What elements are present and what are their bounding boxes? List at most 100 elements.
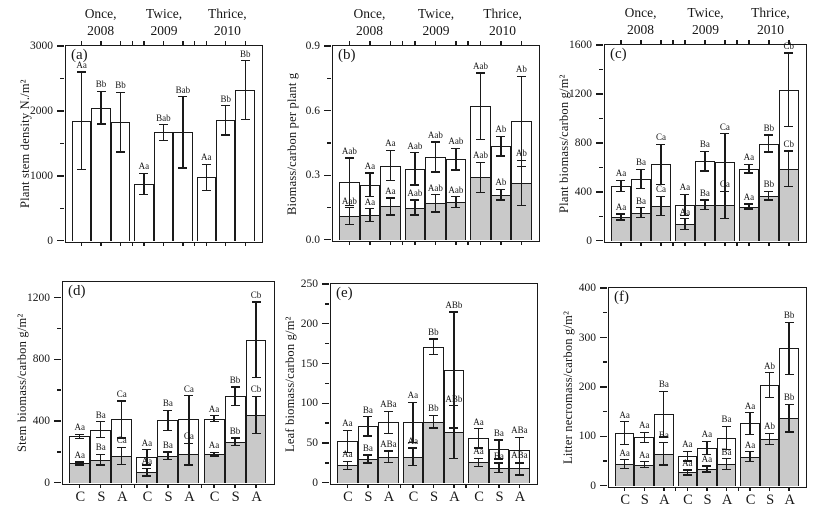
x-tick — [80, 242, 83, 247]
carbon-sig-label: Ab — [495, 177, 507, 188]
y-tick-label: 0.0 — [305, 233, 320, 246]
total-error-stem — [455, 148, 457, 170]
y-tick-label: 0 — [590, 479, 596, 492]
total-error-cap-bottom — [251, 377, 261, 379]
total-error-cap-top — [344, 157, 354, 159]
total-error-cap-bottom — [117, 437, 127, 439]
carbon-error-stem — [479, 162, 482, 193]
x-top-tick — [768, 39, 770, 44]
y-tick-label: 150 — [300, 357, 318, 370]
total-error-cap-top — [408, 401, 418, 404]
total-sig-label: Ba — [493, 427, 504, 438]
carbon-error-cap-top — [342, 460, 352, 463]
carbon-error-cap-top — [408, 447, 418, 449]
total-error-cap-bottom — [142, 464, 152, 466]
carbon-error-stem — [432, 415, 435, 428]
total-error-stem — [624, 421, 626, 445]
carbon-error-cap-bottom — [342, 468, 352, 470]
carbon-sig-label: ABb — [445, 393, 463, 404]
carbon-error-stem — [121, 447, 123, 465]
x-top-tick — [684, 39, 686, 44]
total-error-cap-top — [383, 410, 393, 412]
carbon-error-cap-bottom — [636, 216, 646, 219]
panel-letter: (b) — [338, 47, 356, 63]
total-error-cap-bottom — [451, 169, 461, 171]
total-sig-label: Aa — [744, 400, 756, 411]
total-error-cap-top — [514, 436, 524, 439]
x-category-label: A — [184, 489, 195, 505]
total-sig-label: Ba — [721, 414, 732, 425]
total-error-cap-bottom — [77, 168, 87, 171]
total-error-stem — [498, 439, 500, 459]
y-minor-tick — [599, 166, 604, 169]
carbon-error-stem — [686, 469, 688, 475]
group-header-line2: 2008 — [87, 22, 115, 38]
x-category-label: C — [408, 489, 419, 505]
carbon-error-stem — [369, 208, 371, 222]
carbon-error-stem — [100, 454, 102, 466]
carbon-error-cap-bottom — [451, 206, 461, 209]
x-tick — [346, 484, 349, 489]
carbon-sig-label: Aa — [619, 447, 630, 458]
carbon-sig-label: Ba — [658, 430, 669, 441]
group-header: Once, 2008 — [324, 6, 414, 39]
group-header-line2: 2010 — [213, 22, 241, 38]
total-sig-label: Aab — [341, 145, 357, 156]
total-error-stem — [768, 134, 770, 153]
carbon-error-stem — [518, 462, 521, 475]
group-header-line1: Twice, — [145, 6, 183, 21]
carbon-error-cap-top — [765, 432, 775, 435]
carbon-error-cap-bottom — [620, 467, 630, 470]
carbon-sig-label: Ab — [764, 421, 776, 432]
total-sig-label: ABa — [511, 425, 528, 436]
y-major-tick — [600, 287, 608, 289]
y-major-tick — [324, 45, 332, 47]
carbon-error-cap-bottom — [96, 464, 106, 466]
y-tick-label: 0.6 — [305, 104, 320, 117]
x-tick — [188, 484, 190, 489]
carbon-sig-label: Ba — [162, 439, 173, 450]
group-header-line1: Once, — [624, 5, 657, 20]
carbon-error-cap-bottom — [700, 208, 710, 211]
total-error-stem — [660, 144, 662, 185]
x-tick — [477, 484, 480, 489]
total-error-cap-top — [184, 394, 194, 397]
carbon-error-cap-bottom — [784, 185, 794, 188]
total-error-stem — [346, 430, 349, 453]
total-error-stem — [500, 136, 502, 156]
carbon-error-cap-bottom — [496, 199, 506, 201]
total-error-cap-top — [473, 428, 483, 430]
y-tick-label: 0 — [44, 476, 50, 489]
y-major-tick — [596, 240, 604, 242]
carbon-error-cap-bottom — [659, 464, 669, 466]
total-error-cap-top — [75, 433, 85, 435]
x-tick — [663, 487, 665, 492]
total-error-cap-top — [721, 425, 731, 428]
total-bar — [153, 132, 174, 241]
carbon-error-cap-bottom — [383, 461, 393, 463]
x-tick — [414, 241, 416, 246]
x-top-tick — [80, 40, 83, 45]
x-tick — [399, 484, 402, 489]
x-tick — [736, 242, 738, 247]
carbon-error-cap-top — [639, 460, 649, 463]
y-tick-label: 0 — [312, 476, 318, 489]
total-error-stem — [162, 124, 165, 141]
carbon-error-stem — [788, 404, 790, 432]
carbon-error-stem — [234, 438, 236, 446]
total-error-stem — [725, 426, 728, 450]
x-category-label: C — [343, 489, 353, 505]
total-error-stem — [143, 173, 145, 195]
y-minor-tick — [325, 342, 330, 345]
carbon-error-stem — [684, 218, 686, 230]
carbon-sig-label: Aab — [472, 150, 488, 161]
carbon-bar — [423, 421, 444, 483]
total-error-cap-top — [117, 400, 127, 402]
total-error-cap-bottom — [96, 123, 106, 125]
carbon-sig-label: Aa — [701, 454, 713, 465]
x-tick — [479, 241, 482, 246]
carbon-error-cap-bottom — [744, 208, 754, 210]
y-minor-tick — [327, 206, 332, 209]
carbon-sig-label: Bb — [763, 179, 775, 190]
y-minor-tick — [599, 68, 604, 71]
